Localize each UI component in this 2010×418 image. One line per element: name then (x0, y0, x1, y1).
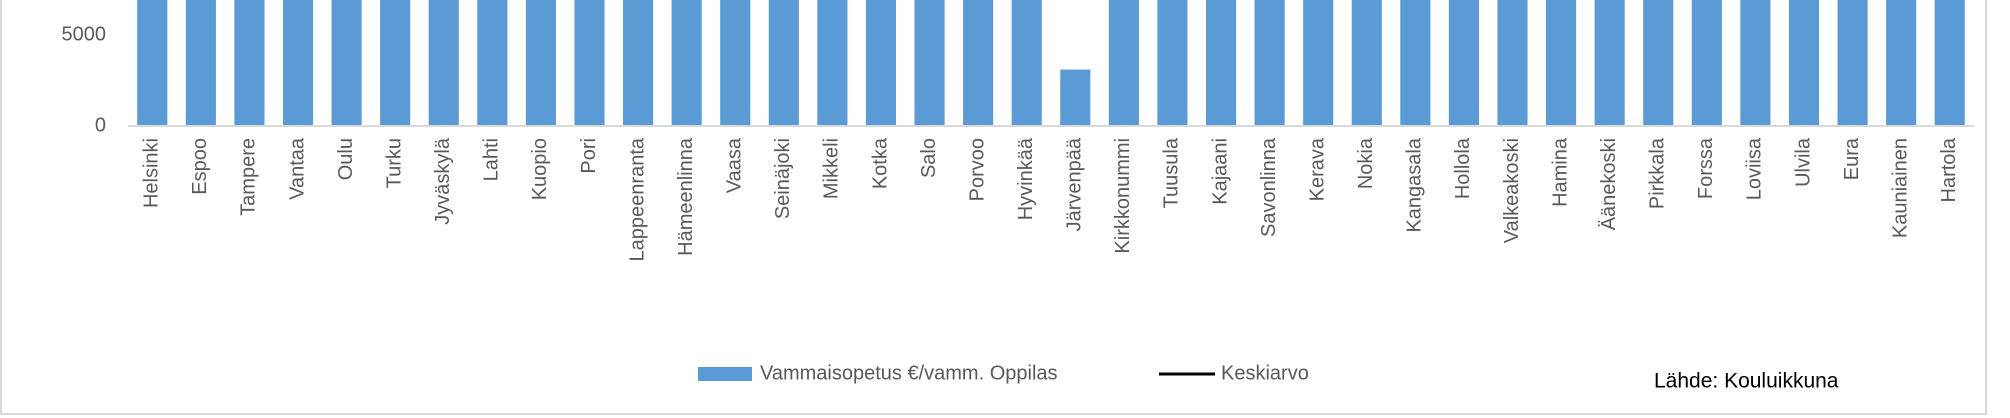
bar (1740, 0, 1771, 127)
x-tick-label: Forssa (1695, 137, 1717, 199)
bar (1157, 0, 1188, 127)
x-tick-label: Järvenpää (1064, 137, 1086, 231)
x-tick-label: Kangasala (1404, 137, 1426, 232)
x-tick-label: Pirkkala (1647, 137, 1669, 209)
x-tick-label: Jyväskylä (432, 137, 454, 225)
bar (428, 0, 459, 127)
bar (1351, 0, 1382, 127)
y-tick-label: 5000 (62, 23, 107, 45)
x-tick-label: Porvoo (966, 138, 988, 201)
x-tick-label: Nokia (1355, 137, 1377, 189)
bar (1643, 0, 1674, 127)
legend-label: Vammaisopetus €/vamm. Oppilas (760, 362, 1058, 384)
bar (1497, 0, 1528, 127)
x-tick-label: Lahti (481, 138, 503, 181)
bar (380, 0, 411, 127)
bar (1400, 0, 1431, 127)
bar (1934, 0, 1965, 127)
x-tick-label: Savonlinna (1258, 137, 1280, 237)
y-tick-label: 0 (95, 114, 106, 136)
bar (525, 0, 556, 127)
x-tick-label: Vaasa (724, 137, 746, 193)
bar (1691, 0, 1722, 127)
x-tick-label: Hollola (1452, 137, 1474, 199)
x-tick-label: Oulu (335, 138, 357, 180)
legend-swatch (698, 367, 752, 381)
bar (282, 0, 314, 127)
bar (185, 0, 216, 127)
source-note: Lähde: Kouluikkuna (1654, 370, 1839, 393)
bar (865, 0, 897, 127)
x-tick-label: Valkeakoski (1501, 138, 1523, 243)
bar (234, 0, 265, 127)
x-tick-label: Hartola (1938, 137, 1960, 202)
bar (1303, 0, 1334, 127)
bar (914, 0, 945, 127)
x-tick-label: Seinäjoki (772, 138, 794, 219)
x-tick-label: Kotka (869, 137, 891, 189)
x-tick-label: Eura (1841, 137, 1863, 180)
x-tick-label: Mikkeli (821, 138, 843, 199)
x-tick-label: Hämeenlinna (675, 137, 697, 256)
bar (331, 0, 362, 127)
x-tick-label: Espoo (189, 138, 211, 195)
bar (623, 0, 654, 127)
bar (1448, 0, 1479, 127)
x-tick-label: Ulvila (1792, 137, 1814, 187)
bar (1060, 69, 1091, 126)
bar (1254, 0, 1285, 127)
x-tick-label: Hyvinkää (1015, 137, 1037, 220)
bar (1108, 0, 1139, 127)
bar (1011, 0, 1042, 127)
bar (963, 0, 994, 127)
bar (768, 0, 799, 127)
x-tick-label: Loviisa (1744, 137, 1766, 200)
bar (1886, 0, 1917, 127)
x-tick-label: Helsinki (141, 138, 163, 208)
bar (817, 0, 848, 127)
x-tick-label: Lappeenranta (626, 137, 648, 261)
x-tick-label: Vantaa (286, 137, 308, 200)
x-tick-label: Pori (578, 138, 600, 174)
bar (137, 0, 168, 127)
bar (1594, 0, 1625, 127)
x-tick-label: Hamina (1549, 137, 1571, 207)
legend-label: Keskiarvo (1221, 362, 1309, 384)
x-tick-label: Kuopio (529, 138, 551, 200)
x-tick-label: Kirkkonummi (1112, 138, 1134, 254)
bar (1546, 0, 1577, 127)
x-tick-label: Kerava (1306, 137, 1328, 201)
bar (477, 0, 508, 127)
bar (1788, 0, 1820, 127)
x-tick-label: Kauniainen (1889, 138, 1911, 238)
bar (671, 0, 702, 127)
bar (720, 0, 751, 127)
bar (1205, 0, 1237, 127)
bar (1837, 0, 1868, 127)
x-tick-label: Turku (383, 138, 405, 188)
x-tick-label: Salo (918, 138, 940, 178)
x-tick-label: Tuusula (1161, 137, 1183, 208)
x-tick-label: Kajaani (1209, 138, 1231, 205)
bar (574, 0, 605, 127)
x-tick-label: Äänekoski (1598, 138, 1620, 230)
x-tick-label: Tampere (238, 138, 260, 216)
